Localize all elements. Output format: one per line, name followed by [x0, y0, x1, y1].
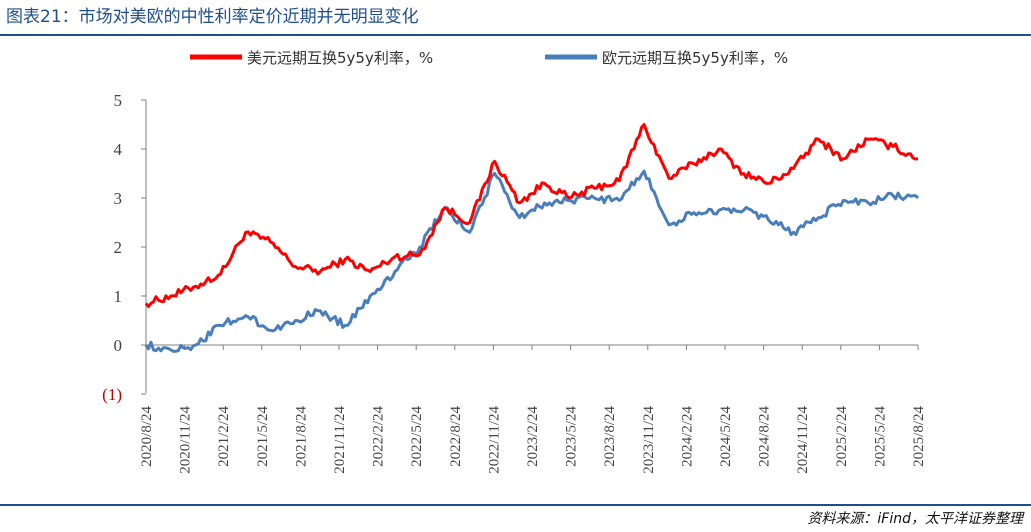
x-tick-label: 2020/8/24: [139, 406, 155, 467]
title-divider: [0, 34, 1031, 36]
x-tick-label: 2025/8/24: [911, 406, 927, 467]
y-tick-label: 0: [114, 336, 123, 355]
x-tick-label: 2022/11/24: [486, 406, 502, 474]
y-axis: 5 4 3 2 1 0 (1): [102, 91, 147, 404]
series-line-0: [144, 123, 919, 308]
legend-label: 欧元远期互换5y5y利率，%: [602, 49, 788, 67]
x-tick-label: 2024/5/24: [718, 406, 734, 467]
x-tick-label: 2025/5/24: [872, 406, 888, 467]
x-tick-label: 2021/5/24: [255, 406, 271, 467]
x-tick-label: 2024/2/24: [679, 406, 695, 467]
chart-legend: 美元远期互换5y5y利率，% 欧元远期互换5y5y利率，%: [190, 49, 788, 67]
source-note: 资料来源：iFind，太平洋证券整理: [807, 511, 1023, 527]
series-line-1: [144, 169, 920, 353]
x-tick-label: 2022/5/24: [409, 406, 425, 467]
y-tick-label: 4: [114, 140, 123, 159]
x-tick-label: 2023/5/24: [564, 406, 580, 467]
x-tick-label: 2023/11/24: [641, 406, 657, 474]
x-tick-label: 2022/2/24: [371, 406, 387, 467]
footer-divider: [0, 504, 1031, 506]
line-chart: 美元远期互换5y5y利率，% 欧元远期互换5y5y利率，% 5 4 3 2 1 0 (1) 2…: [102, 49, 927, 474]
x-tick-label: 2023/8/24: [602, 406, 618, 467]
x-tick-label: 2020/11/24: [178, 406, 194, 474]
x-axis: 2020/8/24 2020/11/24 2021/2/24 2021/5/24 202…: [139, 344, 927, 474]
x-tick-label: 2024/8/24: [757, 406, 773, 467]
y-tick-label: 1: [114, 287, 123, 306]
series-lines: [144, 123, 920, 353]
x-tick-label: 2021/8/24: [293, 406, 309, 467]
x-tick-label: 2021/11/24: [332, 406, 348, 474]
x-tick-label: 2025/2/24: [834, 406, 850, 467]
x-tick-label: 2024/11/24: [795, 406, 811, 474]
y-tick-label: 5: [114, 91, 123, 110]
x-tick-label: 2021/2/24: [216, 406, 232, 467]
x-tick-label: 2023/2/24: [525, 406, 541, 467]
y-tick-label: (1): [102, 385, 122, 404]
y-tick-label: 2: [114, 238, 123, 257]
legend-label: 美元远期互换5y5y利率，%: [247, 49, 433, 67]
chart-title: 图表21：市场对美欧的中性利率定价近期并无明显变化: [6, 7, 419, 27]
x-tick-label: 2022/8/24: [448, 406, 464, 467]
y-tick-label: 3: [114, 189, 123, 208]
